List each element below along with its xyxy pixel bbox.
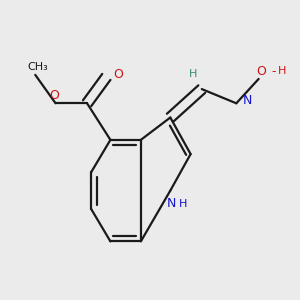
- Text: H: H: [278, 66, 286, 76]
- Text: O: O: [50, 89, 59, 102]
- Text: O: O: [257, 65, 267, 78]
- Text: N: N: [167, 197, 177, 210]
- Text: N: N: [243, 94, 252, 107]
- Text: -: -: [272, 65, 276, 78]
- Text: CH₃: CH₃: [27, 62, 48, 72]
- Text: H: H: [179, 199, 187, 209]
- Text: O: O: [114, 68, 124, 81]
- Text: H: H: [188, 69, 197, 79]
